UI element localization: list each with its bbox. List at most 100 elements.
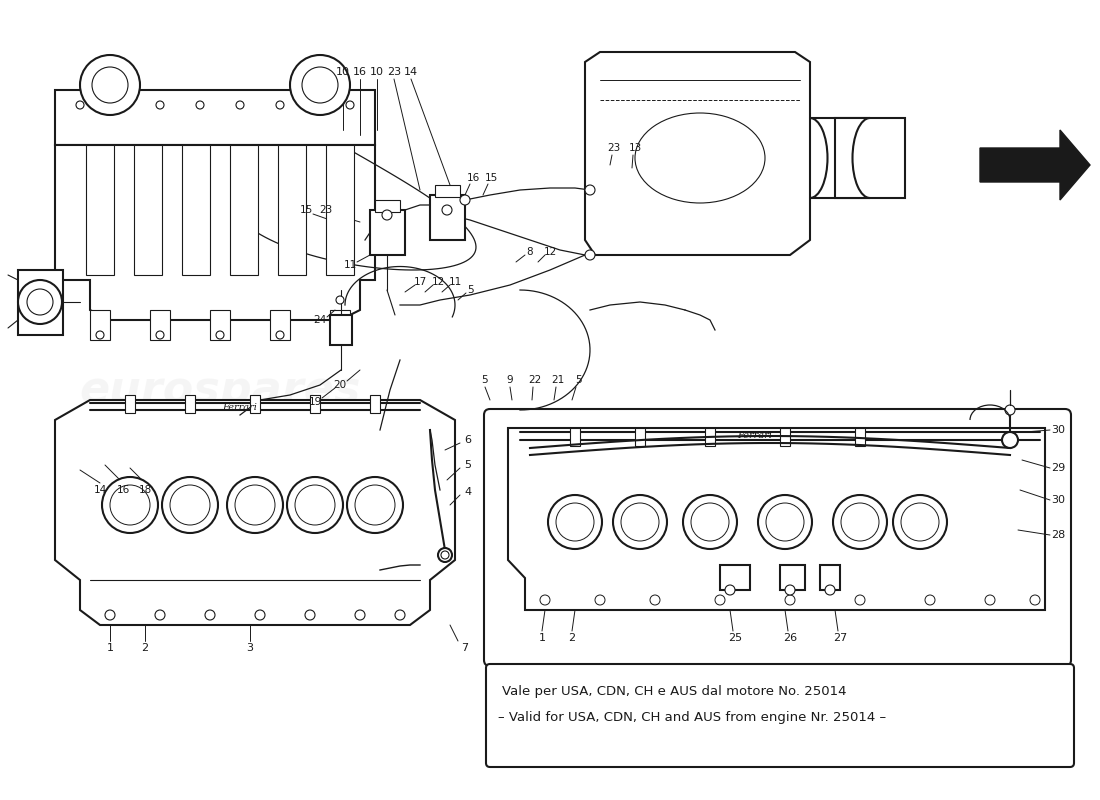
Circle shape bbox=[156, 331, 164, 339]
Text: 16: 16 bbox=[353, 67, 367, 77]
Circle shape bbox=[162, 477, 218, 533]
Text: 20: 20 bbox=[333, 380, 346, 390]
Text: – Valid for USA, CDN, CH and AUS from engine Nr. 25014 –: – Valid for USA, CDN, CH and AUS from en… bbox=[498, 711, 887, 725]
Circle shape bbox=[235, 485, 275, 525]
Text: 11: 11 bbox=[343, 260, 356, 270]
Polygon shape bbox=[55, 145, 375, 320]
Text: 15: 15 bbox=[299, 205, 312, 215]
Text: 2: 2 bbox=[569, 633, 575, 643]
Text: 9: 9 bbox=[507, 375, 514, 385]
Text: 12: 12 bbox=[543, 247, 557, 257]
Circle shape bbox=[613, 495, 667, 549]
Text: 4: 4 bbox=[464, 487, 472, 497]
Bar bbox=[185, 395, 195, 413]
Circle shape bbox=[255, 610, 265, 620]
Text: Vale per USA, CDN, CH e AUS dal motore No. 25014: Vale per USA, CDN, CH e AUS dal motore N… bbox=[502, 686, 847, 698]
Text: 21: 21 bbox=[551, 375, 564, 385]
Circle shape bbox=[842, 503, 879, 541]
Circle shape bbox=[925, 595, 935, 605]
Circle shape bbox=[155, 610, 165, 620]
Circle shape bbox=[901, 503, 939, 541]
Text: 15: 15 bbox=[484, 173, 497, 183]
Text: 26: 26 bbox=[783, 633, 798, 643]
Circle shape bbox=[825, 585, 835, 595]
Text: 14: 14 bbox=[94, 485, 107, 495]
Circle shape bbox=[276, 101, 284, 109]
Text: 3: 3 bbox=[246, 643, 253, 653]
Bar bbox=[330, 315, 352, 345]
Circle shape bbox=[355, 485, 395, 525]
Bar bbox=[635, 428, 645, 446]
Circle shape bbox=[116, 101, 124, 109]
Bar bbox=[835, 118, 905, 198]
Circle shape bbox=[725, 585, 735, 595]
Text: 30: 30 bbox=[1050, 495, 1065, 505]
Circle shape bbox=[540, 595, 550, 605]
Circle shape bbox=[855, 595, 865, 605]
Circle shape bbox=[758, 495, 812, 549]
Circle shape bbox=[766, 503, 804, 541]
Bar bbox=[250, 395, 260, 413]
Text: 27: 27 bbox=[833, 633, 847, 643]
Bar bbox=[18, 270, 63, 335]
Circle shape bbox=[276, 331, 284, 339]
Circle shape bbox=[460, 195, 470, 205]
Bar bbox=[570, 428, 580, 446]
Text: 1: 1 bbox=[107, 643, 113, 653]
Circle shape bbox=[302, 67, 338, 103]
Circle shape bbox=[438, 548, 452, 562]
Circle shape bbox=[893, 495, 947, 549]
Circle shape bbox=[170, 485, 210, 525]
Text: 23: 23 bbox=[319, 205, 332, 215]
Text: 16: 16 bbox=[117, 485, 130, 495]
Circle shape bbox=[336, 296, 344, 304]
Bar bbox=[278, 145, 306, 275]
Text: 18: 18 bbox=[139, 485, 152, 495]
Bar bbox=[434, 185, 460, 197]
Bar bbox=[125, 395, 135, 413]
Text: 11: 11 bbox=[449, 277, 462, 287]
Circle shape bbox=[110, 485, 150, 525]
Circle shape bbox=[382, 210, 392, 220]
Circle shape bbox=[585, 185, 595, 195]
Text: 5: 5 bbox=[574, 375, 581, 385]
Text: 23: 23 bbox=[607, 143, 620, 153]
Bar bbox=[230, 145, 258, 275]
FancyBboxPatch shape bbox=[486, 664, 1074, 767]
Text: 28: 28 bbox=[1050, 530, 1065, 540]
Circle shape bbox=[156, 101, 164, 109]
Bar bbox=[326, 145, 354, 275]
Circle shape bbox=[1002, 432, 1018, 448]
Text: 16: 16 bbox=[466, 173, 480, 183]
Circle shape bbox=[442, 205, 452, 215]
Circle shape bbox=[650, 595, 660, 605]
Text: 25: 25 bbox=[728, 633, 743, 643]
Bar bbox=[375, 200, 400, 212]
Polygon shape bbox=[585, 52, 810, 255]
Bar bbox=[330, 310, 350, 340]
Circle shape bbox=[715, 595, 725, 605]
Circle shape bbox=[984, 595, 996, 605]
Text: 24: 24 bbox=[314, 315, 327, 325]
Text: 22: 22 bbox=[528, 375, 541, 385]
Circle shape bbox=[556, 503, 594, 541]
Circle shape bbox=[76, 101, 84, 109]
FancyBboxPatch shape bbox=[484, 409, 1071, 666]
Circle shape bbox=[316, 101, 324, 109]
Bar bbox=[430, 195, 465, 240]
Text: 5: 5 bbox=[482, 375, 488, 385]
Circle shape bbox=[287, 477, 343, 533]
Circle shape bbox=[18, 280, 62, 324]
Text: 29: 29 bbox=[1050, 463, 1065, 473]
Bar bbox=[820, 565, 840, 590]
Circle shape bbox=[216, 331, 224, 339]
Text: 8: 8 bbox=[527, 247, 534, 257]
Circle shape bbox=[205, 610, 214, 620]
Text: 5: 5 bbox=[468, 285, 474, 295]
Circle shape bbox=[691, 503, 729, 541]
Text: 10: 10 bbox=[370, 67, 384, 77]
Bar bbox=[370, 395, 379, 413]
Circle shape bbox=[290, 55, 350, 115]
Text: 13: 13 bbox=[628, 143, 641, 153]
Bar bbox=[90, 310, 110, 340]
